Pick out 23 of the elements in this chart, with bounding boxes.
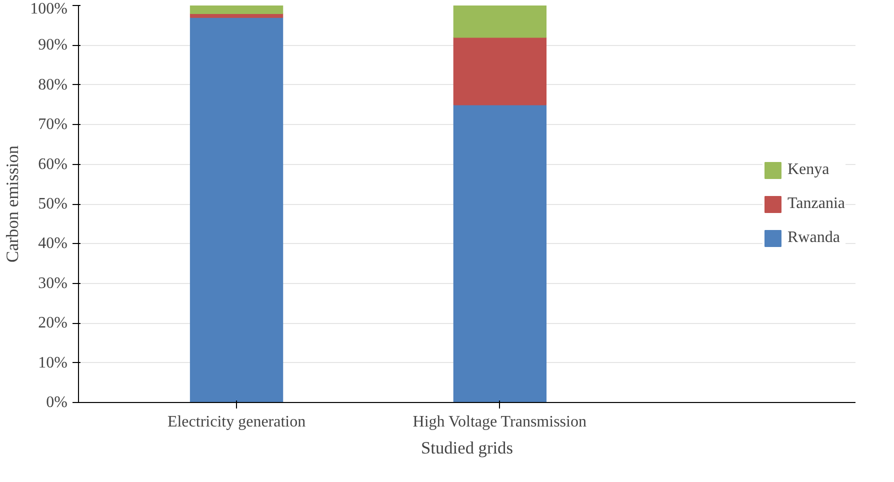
y-tick-label: 70% <box>38 116 68 134</box>
y-tick-label: 40% <box>38 235 68 252</box>
y-tick-label: 30% <box>38 274 68 292</box>
legend-label: Kenya <box>787 160 830 178</box>
bar <box>453 104 547 402</box>
x-tick-label: High Voltage Transmission <box>412 414 586 430</box>
bar <box>190 16 284 402</box>
bar <box>453 6 547 38</box>
y-axis-title: Carbon emission <box>3 145 22 262</box>
y-tick-label: 90% <box>38 36 68 54</box>
x-tick-label: Electricity generation <box>167 414 306 430</box>
y-tick-label: 80% <box>38 76 68 94</box>
bar <box>453 36 547 106</box>
y-tick-label: 100% <box>30 0 68 18</box>
legend-label: Rwanda <box>787 228 840 246</box>
x-axis-title: Studied grids <box>421 438 514 458</box>
y-tick-label: 50% <box>38 196 68 212</box>
y-tick-label: 0% <box>46 394 68 411</box>
y-tick-label: 60% <box>38 156 68 173</box>
bar <box>190 6 284 14</box>
y-tick-label: 20% <box>38 314 68 332</box>
legend-label: Tanzania <box>787 194 845 212</box>
y-tick-label: 10% <box>38 354 68 372</box>
